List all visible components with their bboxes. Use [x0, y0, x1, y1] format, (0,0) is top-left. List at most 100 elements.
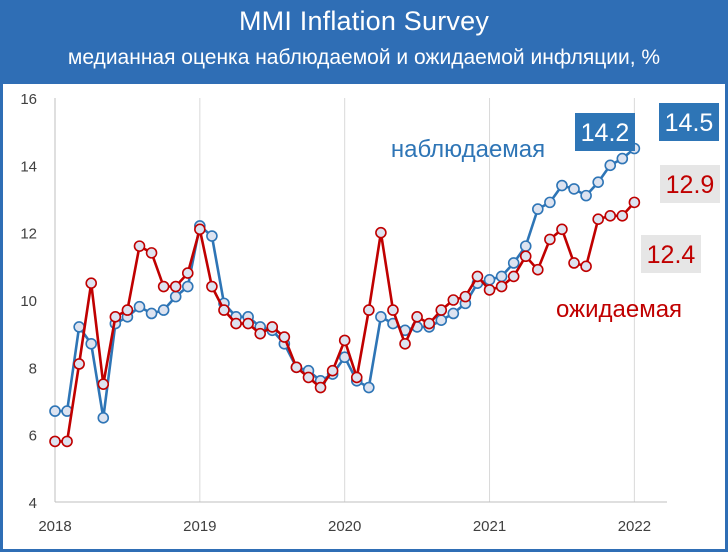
data-point-observed [206, 230, 218, 242]
data-point-expected [254, 327, 266, 340]
y-tick-label: 4 [29, 495, 37, 512]
data-point-observed [133, 300, 146, 313]
data-point-expected [459, 290, 472, 303]
value-label-observed-last-box [659, 103, 719, 141]
data-point-observed [604, 159, 617, 172]
data-point-observed [157, 304, 170, 316]
data-point-expected [85, 277, 98, 289]
data-point-expected [507, 270, 520, 283]
data-point-observed [568, 183, 580, 195]
data-point-expected [544, 233, 556, 246]
data-point-expected [447, 294, 460, 306]
data-point-observed [544, 196, 556, 209]
data-point-expected [423, 317, 435, 330]
series-label-observed: наблюдаемая [391, 136, 545, 163]
line-chart: 4 6 8 10 12 14 16 2018 2019 2020 2021 2022 наблюдаем… [20, 91, 720, 535]
data-point-observed [447, 307, 460, 320]
data-point-observed [145, 307, 158, 320]
x-tick-label: 2018 [38, 518, 71, 535]
value-label-observed: 14.2 [581, 119, 630, 147]
data-point-observed [363, 381, 375, 394]
data-point-expected [206, 280, 218, 293]
data-point-expected [278, 331, 291, 343]
value-label-expected: 12.4 [647, 241, 696, 269]
data-point-observed [495, 270, 508, 283]
data-point-observed [519, 240, 532, 252]
value-label-observed-last: 14.5 [665, 109, 714, 137]
y-tick-label: 8 [29, 360, 37, 377]
data-point-expected [121, 304, 134, 316]
data-point-expected [314, 381, 327, 394]
data-point-expected [290, 361, 303, 374]
data-point-expected [218, 304, 230, 316]
data-point-observed [556, 179, 568, 192]
data-point-observed [580, 189, 592, 202]
data-point-expected [266, 321, 279, 333]
data-point-expected [133, 240, 146, 252]
data-point-expected [519, 250, 532, 263]
data-point-expected [399, 337, 411, 350]
value-label-expected-last: 12.9 [666, 171, 715, 199]
y-tick-label: 6 [29, 428, 37, 445]
data-point-expected [338, 334, 351, 347]
data-point-expected [363, 304, 375, 316]
data-point-expected [604, 210, 617, 222]
value-label-observed-box [575, 113, 635, 151]
data-point-observed [592, 176, 604, 188]
data-point-observed [435, 314, 448, 326]
x-tick-label: 2021 [473, 518, 506, 535]
data-point-expected [326, 364, 339, 377]
data-point-observed [97, 412, 110, 424]
data-point-expected [435, 304, 448, 316]
value-label-expected-box [641, 235, 701, 273]
x-tick-label: 2019 [183, 518, 216, 535]
data-point-observed [73, 321, 85, 333]
data-point-expected [483, 284, 496, 296]
y-tick-label: 10 [20, 293, 37, 310]
data-point-expected [230, 317, 242, 330]
data-point-expected [375, 226, 387, 239]
data-point-observed [507, 257, 520, 269]
series-label-expected: ожидаемая [556, 296, 682, 323]
plot-panel: 4 6 8 10 12 14 16 2018 2019 2020 2021 2022 наблюдаем… [3, 84, 725, 549]
data-point-expected [181, 267, 194, 279]
data-point-observed [375, 311, 387, 323]
x-tick-label: 2020 [328, 518, 361, 535]
data-point-expected [592, 213, 604, 225]
data-point-expected [568, 257, 580, 269]
data-point-expected [61, 435, 73, 448]
x-tick-label: 2022 [618, 518, 651, 535]
data-point-expected [157, 280, 170, 293]
data-point-expected [73, 358, 85, 370]
data-point-expected [556, 223, 568, 236]
data-point-expected [194, 223, 206, 236]
data-point-expected [145, 247, 158, 259]
data-point-expected [350, 371, 363, 384]
data-point-expected [387, 304, 399, 316]
data-point-expected [580, 260, 592, 273]
data-point-expected [616, 210, 629, 222]
y-tick-label: 12 [20, 226, 37, 243]
data-point-expected [495, 280, 508, 293]
chart-title: MMI Inflation Survey [238, 6, 490, 36]
data-point-expected [532, 263, 544, 276]
data-point-expected [49, 435, 61, 448]
data-point-expected [169, 280, 182, 293]
data-point-observed [85, 337, 98, 350]
data-point-observed [483, 274, 496, 286]
data-point-observed [181, 280, 194, 293]
data-point-observed [49, 405, 61, 417]
y-tick-label: 16 [20, 91, 37, 108]
data-point-expected [411, 311, 423, 323]
data-point-expected [109, 311, 122, 323]
value-label-expected-last-box [660, 165, 720, 203]
data-point-observed [616, 152, 629, 165]
data-point-observed [532, 203, 544, 215]
data-point-expected [302, 371, 315, 384]
chart-subtitle: медианная оценка наблюдаемой и ожидаемой… [67, 46, 661, 69]
data-point-expected [242, 317, 254, 330]
data-point-expected [628, 196, 641, 209]
data-point-observed [169, 290, 182, 303]
data-point-expected [97, 378, 110, 390]
